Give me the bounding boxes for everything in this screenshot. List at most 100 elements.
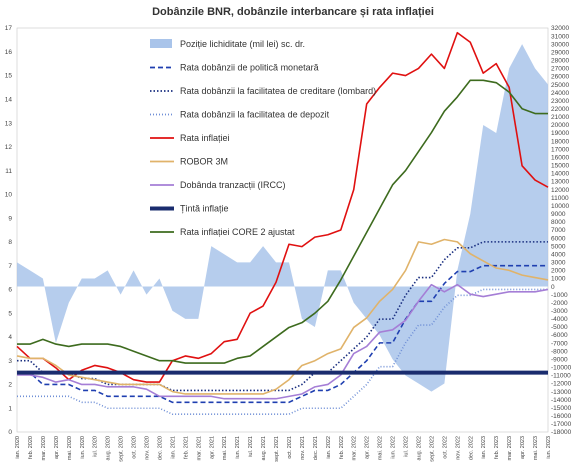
- right-axis-tick-label: 6000: [551, 235, 566, 242]
- right-axis-tick-label: -11000: [551, 373, 571, 380]
- right-axis-tick-label: 0: [551, 284, 555, 291]
- right-axis-tick-label: 20000: [551, 122, 569, 129]
- right-axis-tick-label: -15000: [551, 405, 572, 412]
- right-axis-tick-label: 22000: [551, 106, 569, 113]
- legend-swatch: [150, 39, 172, 48]
- left-axis-tick-label: 7: [8, 263, 12, 270]
- right-axis-tick-label: 1000: [551, 276, 566, 283]
- x-axis-tick-label: mai. 2022: [378, 436, 384, 460]
- right-axis-tick-label: 28000: [551, 58, 569, 65]
- series-line: [17, 241, 548, 392]
- x-axis-tick-label: ian. 2020: [15, 436, 21, 459]
- plot-area: 01234567891011121314151617-18000-17000-1…: [5, 25, 572, 461]
- right-axis-tick-label: 16000: [551, 154, 569, 161]
- legend-item: Rata dobânzii la facilitatea de depozit: [150, 110, 330, 120]
- right-axis-tick-label: 17000: [551, 146, 569, 153]
- series-line: [16, 238, 549, 395]
- right-axis-tick-label: 7000: [551, 227, 566, 234]
- x-axis-tick-label: mar. 2021: [196, 436, 202, 460]
- right-axis-tick-label: 15000: [551, 163, 569, 170]
- legend-label: Rata dobânzii la facilitatea de depozit: [180, 110, 330, 120]
- right-axis-tick-label: 30000: [551, 41, 569, 48]
- right-axis-tick-label: -4000: [551, 316, 568, 323]
- left-axis-tick-label: 10: [5, 192, 13, 199]
- x-axis-tick-label: nov. 2022: [455, 436, 461, 460]
- x-axis-tick-label: mar. 2020: [41, 436, 47, 460]
- series-line: [17, 79, 548, 364]
- right-axis-tick-label: -10000: [551, 365, 572, 372]
- x-axis-tick-label: oct. 2021: [287, 436, 293, 459]
- legend-label: Poziție lichiditate (mil lei) sc. dr.: [180, 39, 305, 49]
- x-axis-tick-label: mai. 2020: [67, 436, 73, 460]
- x-axis-tick-label: sept. 2022: [429, 436, 435, 462]
- series-rata-dobanzii-la-facilitatea-de-creditare-lombard: [17, 241, 548, 392]
- x-axis-tick-label: ian. 2023: [481, 436, 487, 459]
- left-axis-tick-label: 17: [5, 25, 13, 32]
- right-axis-tick-label: 32000: [551, 25, 569, 32]
- x-axis-tick-label: apr. 2020: [54, 436, 60, 459]
- legend-label: Rata inflației CORE 2 ajustat: [180, 227, 295, 237]
- right-axis-tick-label: -17000: [551, 421, 572, 428]
- x-axis-tick-label: iun. 2023: [546, 436, 552, 459]
- x-axis-tick-label: dec. 2022: [468, 436, 474, 460]
- right-axis-tick-label: -6000: [551, 332, 568, 339]
- x-axis-tick-label: iul. 2022: [404, 436, 410, 457]
- left-axis-tick-label: 8: [8, 239, 12, 246]
- left-axis-tick-label: 6: [8, 287, 12, 294]
- series-rata-inflatiei: [16, 31, 549, 383]
- left-axis-tick-label: 12: [5, 144, 13, 151]
- legend-label: Rata dobânzii la facilitatea de creditar…: [180, 86, 376, 96]
- right-axis-tick-label: 19000: [551, 130, 569, 137]
- left-axis-tick-label: 3: [8, 358, 12, 365]
- series-line: [17, 283, 549, 400]
- x-axis-tick-label: feb. 2020: [28, 436, 34, 459]
- x-axis-tick-label: aug. 2022: [416, 436, 422, 460]
- series-rata-inflatiei-core-2-ajustat: [17, 79, 548, 364]
- x-axis-tick-label: sept. 2021: [274, 436, 280, 462]
- left-axis-tick-label: 15: [5, 73, 13, 80]
- legend-item: Rata dobânzii la facilitatea de creditar…: [150, 86, 376, 96]
- right-axis-tick-label: -9000: [551, 356, 568, 363]
- right-axis-tick-label: 8000: [551, 219, 566, 226]
- x-axis-tick-label: mar. 2023: [507, 436, 513, 460]
- x-axis-tick-label: oct. 2022: [442, 436, 448, 459]
- right-axis-tick-label: 3000: [551, 260, 566, 267]
- x-axis-tick-label: iul. 2020: [93, 436, 99, 457]
- legend-label: Rata dobânzii de politică monetară: [180, 63, 319, 73]
- right-axis-tick-label: 27000: [551, 66, 569, 73]
- x-axis-tick-label: nov. 2020: [145, 436, 151, 460]
- x-axis-tick-label: aug. 2020: [106, 436, 112, 460]
- right-axis-tick-label: -12000: [551, 381, 572, 388]
- series-robor-3m: [16, 238, 549, 395]
- chart-title: Dobânzile BNR, dobânzile interbancare și…: [152, 6, 434, 18]
- x-axis-tick-label: apr. 2023: [520, 436, 526, 459]
- right-axis-tick-label: 4000: [551, 251, 566, 258]
- series-line: [16, 31, 549, 383]
- right-axis-tick-label: -13000: [551, 389, 572, 396]
- legend-item: Țintă inflație: [150, 204, 229, 214]
- x-axis-tick-label: feb. 2021: [183, 436, 189, 459]
- right-axis-tick-label: 24000: [551, 90, 569, 97]
- x-axis-tick-label: mai. 2021: [222, 436, 228, 460]
- x-axis-tick-label: ian. 2021: [170, 436, 176, 459]
- right-axis-tick-label: -18000: [551, 429, 572, 436]
- right-axis-tick-label: 14000: [551, 171, 569, 178]
- right-axis-tick-label: -1000: [551, 292, 568, 299]
- right-axis-tick-label: -14000: [551, 397, 572, 404]
- right-axis-tick-label: -16000: [551, 413, 572, 420]
- x-axis-tick-label: oct. 2020: [132, 436, 138, 459]
- x-axis-tick-label: ian. 2022: [326, 436, 332, 459]
- right-axis-tick-label: 31000: [551, 33, 569, 40]
- left-axis-tick-label: 16: [5, 49, 13, 56]
- legend-item: Rata dobânzii de politică monetară: [150, 63, 319, 73]
- right-axis-tick-label: -5000: [551, 324, 568, 331]
- left-axis-tick-label: 9: [8, 215, 12, 222]
- x-axis-tick-label: aug. 2021: [261, 436, 267, 460]
- x-axis-tick-label: apr. 2021: [209, 436, 215, 459]
- right-axis-tick-label: 21000: [551, 114, 569, 121]
- legend-label: Dobânda tranzacții (IRCC): [180, 180, 286, 190]
- right-axis-tick-label: 9000: [551, 211, 566, 218]
- left-axis-tick-label: 14: [5, 96, 13, 103]
